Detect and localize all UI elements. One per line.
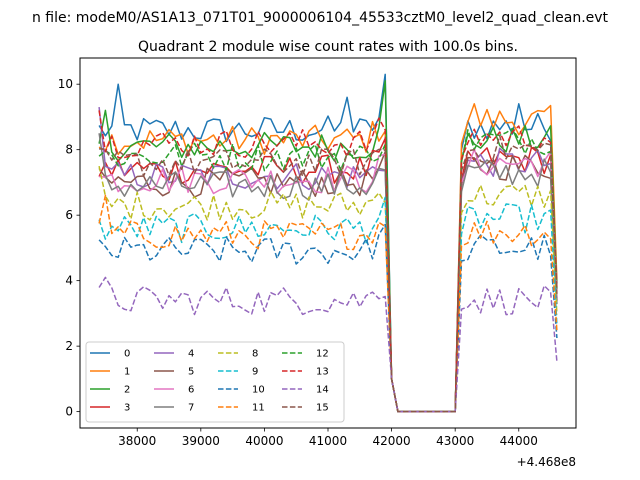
legend-label-8: 8 [252,349,258,360]
legend-label-7: 7 [188,403,194,414]
axis-ticks: 38000 39000 40000 41000 42000 43000 44000 0 2 4 6 8… [58,77,538,448]
series-line-7 [98,133,558,413]
y-tick-label: 8 [65,143,73,157]
y-tick-label: 6 [65,208,73,222]
legend-label-1: 1 [124,367,130,378]
series-line-9 [98,196,558,413]
series-line-8 [98,165,558,413]
x-tick-label: 44000 [500,434,538,448]
series-line-11 [98,194,558,413]
legend-label-0: 0 [124,349,130,360]
series-line-2 [98,80,558,413]
y-tick-label: 0 [65,405,73,419]
series-line-15 [99,134,558,413]
legend-label-15: 15 [316,403,329,414]
legend-label-5: 5 [188,367,194,378]
y-tick-label: 4 [65,274,73,288]
series-line-13 [98,110,558,413]
figure-suptitle: n file: modeM0/AS1A13_071T01_9000006104_… [32,10,609,26]
series-line-10 [98,223,558,413]
series-line-6 [99,148,558,413]
x-tick-label: 42000 [372,434,410,448]
legend-label-9: 9 [252,367,258,378]
legend-label-13: 13 [316,367,329,378]
x-tick-label: 43000 [436,434,474,448]
x-offset-label: +4.468e8 [517,455,576,469]
legend-label-10: 10 [252,385,265,396]
legend-label-11: 11 [252,403,265,414]
x-tick-label: 39000 [182,434,220,448]
legend-label-3: 3 [124,403,130,414]
series-line-14 [98,276,558,413]
x-tick-label: 38000 [118,434,156,448]
legend-label-2: 2 [124,385,130,396]
legend-label-4: 4 [188,349,194,360]
legend-label-12: 12 [316,349,329,360]
x-tick-label: 41000 [309,434,347,448]
legend-label-6: 6 [188,385,194,396]
y-tick-label: 10 [58,77,73,91]
chart-title: Quadrant 2 module wise count rates with … [138,39,518,55]
legend-box [85,341,345,423]
series-layer [98,73,558,413]
y-tick-label: 2 [65,339,73,353]
x-tick-label: 40000 [245,434,283,448]
series-line-12 [98,127,558,413]
legend-label-14: 14 [316,385,329,396]
